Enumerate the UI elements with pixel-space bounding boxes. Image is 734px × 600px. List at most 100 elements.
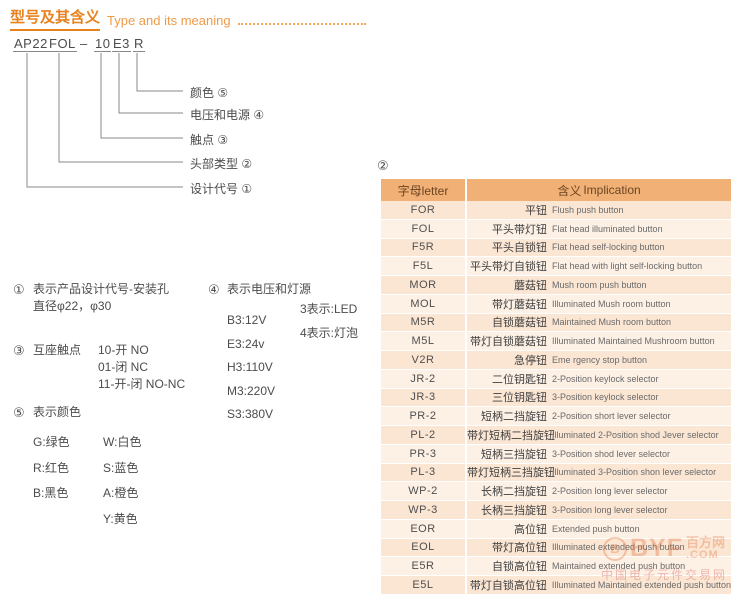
cell-meaning: 平头自锁钮 Flat head self-locking button <box>467 239 731 257</box>
meaning-en: 2-Position keylock selector <box>552 373 659 384</box>
cell-code: FOL <box>381 219 467 238</box>
page-header: 型号及其含义 Type and its meaning <box>10 6 366 31</box>
model-segment-design-code: AP22 <box>13 36 49 52</box>
color-option: B:黑色 <box>33 486 69 500</box>
note-contacts: ③ 互座触点 10-开 NO 01-闭 NC 11-开-闭 NO-NC <box>13 342 213 393</box>
cell-code: WP-2 <box>381 482 467 500</box>
cell-code: MOR <box>381 276 467 294</box>
meaning-zh: 短柄三挡旋钮 <box>481 448 547 461</box>
voltage-options: B3:12V E3:24v H3:110V M3:220V S3:380V <box>227 309 373 427</box>
meaning-zh: 长柄二挡旋钮 <box>481 486 547 499</box>
cell-meaning: 短柄三挡旋钮 3-Position shod lever selector <box>467 445 731 463</box>
circled-number-5: ⑤ <box>13 405 25 420</box>
note1-line2: 直径φ22，φ30 <box>33 299 112 313</box>
note3-items: 10-开 NO 01-闭 NC 11-开-闭 NO-NC <box>98 342 213 393</box>
cell-code: M5R <box>381 313 467 332</box>
table-row: F5L 平头带灯自锁钮 Flat head with light self-lo… <box>381 257 731 276</box>
table-row: E5R 自锁高位钮 Maintained extended push butto… <box>381 557 731 576</box>
cell-code: F5L <box>381 257 467 275</box>
model-segment-color: R <box>133 36 145 52</box>
header-meaning-en: Implication <box>583 183 641 197</box>
meaning-en: 3-Position shod lever selector <box>552 448 671 459</box>
meaning-en: Illuminated 3-Position shon lever select… <box>552 467 717 478</box>
color-option: R:红色 <box>33 460 70 475</box>
cell-code: E5L <box>381 576 467 594</box>
meaning-zh: 平头带灯自锁钮 <box>470 261 547 274</box>
color-option: A:橙色 <box>103 486 139 500</box>
cell-code: EOR <box>381 519 467 538</box>
meaning-en: Flat head self-locking button <box>552 242 665 253</box>
cell-meaning: 二位钥匙钮 2-Position keylock selector <box>467 370 731 388</box>
cell-code: JR-3 <box>381 388 467 407</box>
contact-option: 10-开 NO <box>98 343 149 357</box>
cell-meaning: 自锁高位钮 Maintained extended push button <box>467 557 731 575</box>
cell-code: EOL <box>381 538 467 557</box>
cell-meaning: 带灯高位钮 Illuminated extended push button <box>467 539 731 557</box>
meaning-zh: 短柄二挡旋钮 <box>481 411 547 424</box>
cell-code: PL-2 <box>381 426 467 444</box>
table-row: MOL 带灯蘑菇钮 Illuminated Mush room button <box>381 294 731 314</box>
cell-code: E5R <box>381 557 467 575</box>
cell-meaning: 急停钮 Eme rgency stop button <box>467 351 731 369</box>
table-row: WP-2 长柄二挡旋钮 2-Position long lever select… <box>381 482 731 501</box>
color-option: Y:黄色 <box>103 511 138 526</box>
header-letter: 字母letter <box>381 179 467 201</box>
voltage-option: M3:220V <box>227 383 276 398</box>
table-row: JR-2 二位钥匙钮 2-Position keylock selector <box>381 369 731 389</box>
circled-number-4: ④ <box>208 282 220 297</box>
header-meaning-zh: 含义 <box>557 183 582 198</box>
model-segment-head-type: FOL <box>48 36 77 52</box>
header-meaning: 含义 Implication <box>467 179 731 201</box>
table-row: PR-2 短柄二挡旋钮 2-Position short lever selec… <box>381 407 731 426</box>
cell-meaning: 短柄二挡旋钮 2-Position short lever selector <box>467 407 731 425</box>
cell-code: M5L <box>381 332 467 350</box>
table-row: M5R 自锁蘑菇钮 Maintained Mush room button <box>381 313 731 333</box>
meaning-zh: 急停钮 <box>514 354 547 367</box>
cell-meaning: 带灯自锁蘑菇钮 Illuminated Maintained Mushroom … <box>467 332 731 350</box>
table-row: PL-3 带灯短柄三挡旋钮 Illuminated 3-Position sho… <box>381 463 731 483</box>
model-part-label: 电压和电源 ④ <box>190 108 265 122</box>
voltage-option: E3:24v <box>227 336 265 351</box>
meaning-en: Maintained extended push button <box>552 561 686 572</box>
table-row: EOR 高位钮 Extended push button <box>381 519 731 539</box>
meaning-en: 2-Position long lever selector <box>552 486 668 497</box>
note5-title: 表示颜色 <box>33 405 82 419</box>
meaning-zh: 带灯短柄三挡旋钮 <box>467 467 555 480</box>
code-table-body: FOR 平钮 Flush push button FOL 平头带灯钮 Flat … <box>381 201 731 595</box>
circled-number-1: ① <box>13 282 25 297</box>
meaning-en: Flat head illuminated button <box>552 223 663 234</box>
model-breakdown-lines <box>26 53 183 188</box>
voltage-option: B3:12V <box>227 313 267 327</box>
meaning-zh: 带灯蘑菇钮 <box>492 298 547 311</box>
page-title-en: Type and its meaning <box>107 13 231 28</box>
table-header-row: 字母letter 含义 Implication <box>381 179 731 201</box>
meaning-en: Flat head with light self-locking button <box>552 261 703 272</box>
meaning-zh: 带灯高位钮 <box>492 542 547 555</box>
meaning-en: Flush push button <box>552 204 624 215</box>
meaning-en: 3-Position keylock selector <box>552 392 659 403</box>
model-segment-dash: – <box>80 36 88 51</box>
cell-meaning: 蘑菇钮 Mush room push button <box>467 276 731 294</box>
meaning-en: Illuminated Maintained extended push but… <box>551 579 731 590</box>
table-row: F5R 平头自锁钮 Flat head self-locking button <box>381 238 731 258</box>
cell-meaning: 长柄三挡旋钮 3-Position long lever selector <box>467 501 731 519</box>
meaning-zh: 平头自锁钮 <box>492 242 547 255</box>
meaning-en: Mush room push button <box>552 279 647 290</box>
meaning-en: Illuminated extended push button <box>552 542 685 553</box>
table-row: EOL 带灯高位钮 Illuminated extended push butt… <box>381 538 731 558</box>
note1-line1: 表示产品设计代号-安装孔 <box>33 282 169 296</box>
note-voltage-lamp: ④ 表示电压和灯源 B3:12V E3:24v H3:110V M3:220V … <box>208 281 373 427</box>
note-colors: ⑤ 表示颜色 G:绿色 R:红色 B:黑色 W:白色 S:蓝色 A:橙色 Y:黄… <box>13 404 183 532</box>
table-row: PR-3 短柄三挡旋钮 3-Position shod lever select… <box>381 444 731 464</box>
cell-meaning: 高位钮 Extended push button <box>467 520 731 538</box>
table-row: E5L 带灯自锁高位钮 Illuminated Maintained exten… <box>381 576 731 595</box>
cell-meaning: 带灯自锁高位钮 Illuminated Maintained extended … <box>467 576 731 594</box>
cell-meaning: 平头带灯钮 Flat head illuminated button <box>467 220 731 238</box>
cell-code: PL-3 <box>381 463 467 482</box>
meaning-zh: 自锁蘑菇钮 <box>492 317 547 330</box>
table-row: JR-3 三位钥匙钮 3-Position keylock selector <box>381 388 731 408</box>
meaning-zh: 带灯短柄二挡旋钮 <box>467 429 555 442</box>
cell-code: FOR <box>381 201 467 219</box>
cell-meaning: 平钮 Flush push button <box>467 201 731 219</box>
cell-meaning: 自锁蘑菇钮 Maintained Mush room button <box>467 314 731 332</box>
